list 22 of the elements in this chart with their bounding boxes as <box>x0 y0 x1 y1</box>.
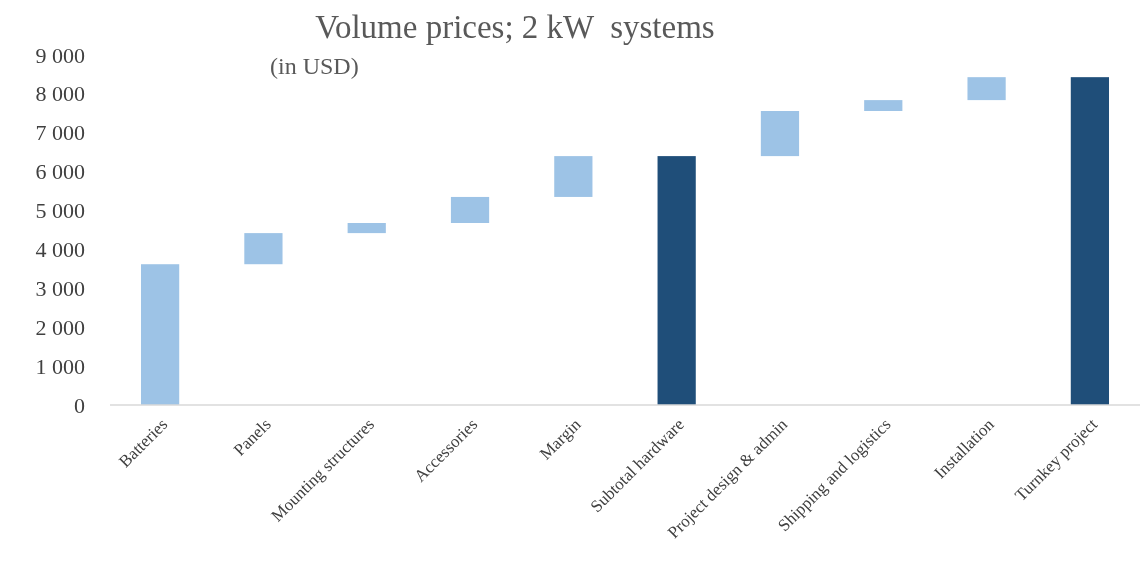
chart-subtitle: (in USD) <box>270 53 359 79</box>
y-tick-label: 3 000 <box>35 275 85 301</box>
y-tick-label: 2 000 <box>35 314 85 340</box>
bar <box>554 156 593 197</box>
bar <box>864 100 903 111</box>
chart-title: Volume prices; 2 kW systems <box>315 9 715 45</box>
y-tick-label: 1 000 <box>35 353 85 379</box>
y-tick-label: 5 000 <box>35 198 85 224</box>
bar <box>967 77 1006 101</box>
y-tick-label: 0 <box>74 392 85 418</box>
bar <box>244 233 283 265</box>
y-tick-label: 8 000 <box>35 81 85 107</box>
bar <box>657 156 696 405</box>
bar <box>1070 77 1109 405</box>
bar <box>760 111 800 157</box>
y-tick-label: 9 000 <box>35 42 85 68</box>
y-tick-label: 6 000 <box>35 159 85 185</box>
bar <box>140 264 180 405</box>
y-tick-label: 7 000 <box>35 120 85 146</box>
y-tick-label: 4 000 <box>35 236 85 262</box>
bar <box>347 223 386 234</box>
bar <box>450 196 490 223</box>
